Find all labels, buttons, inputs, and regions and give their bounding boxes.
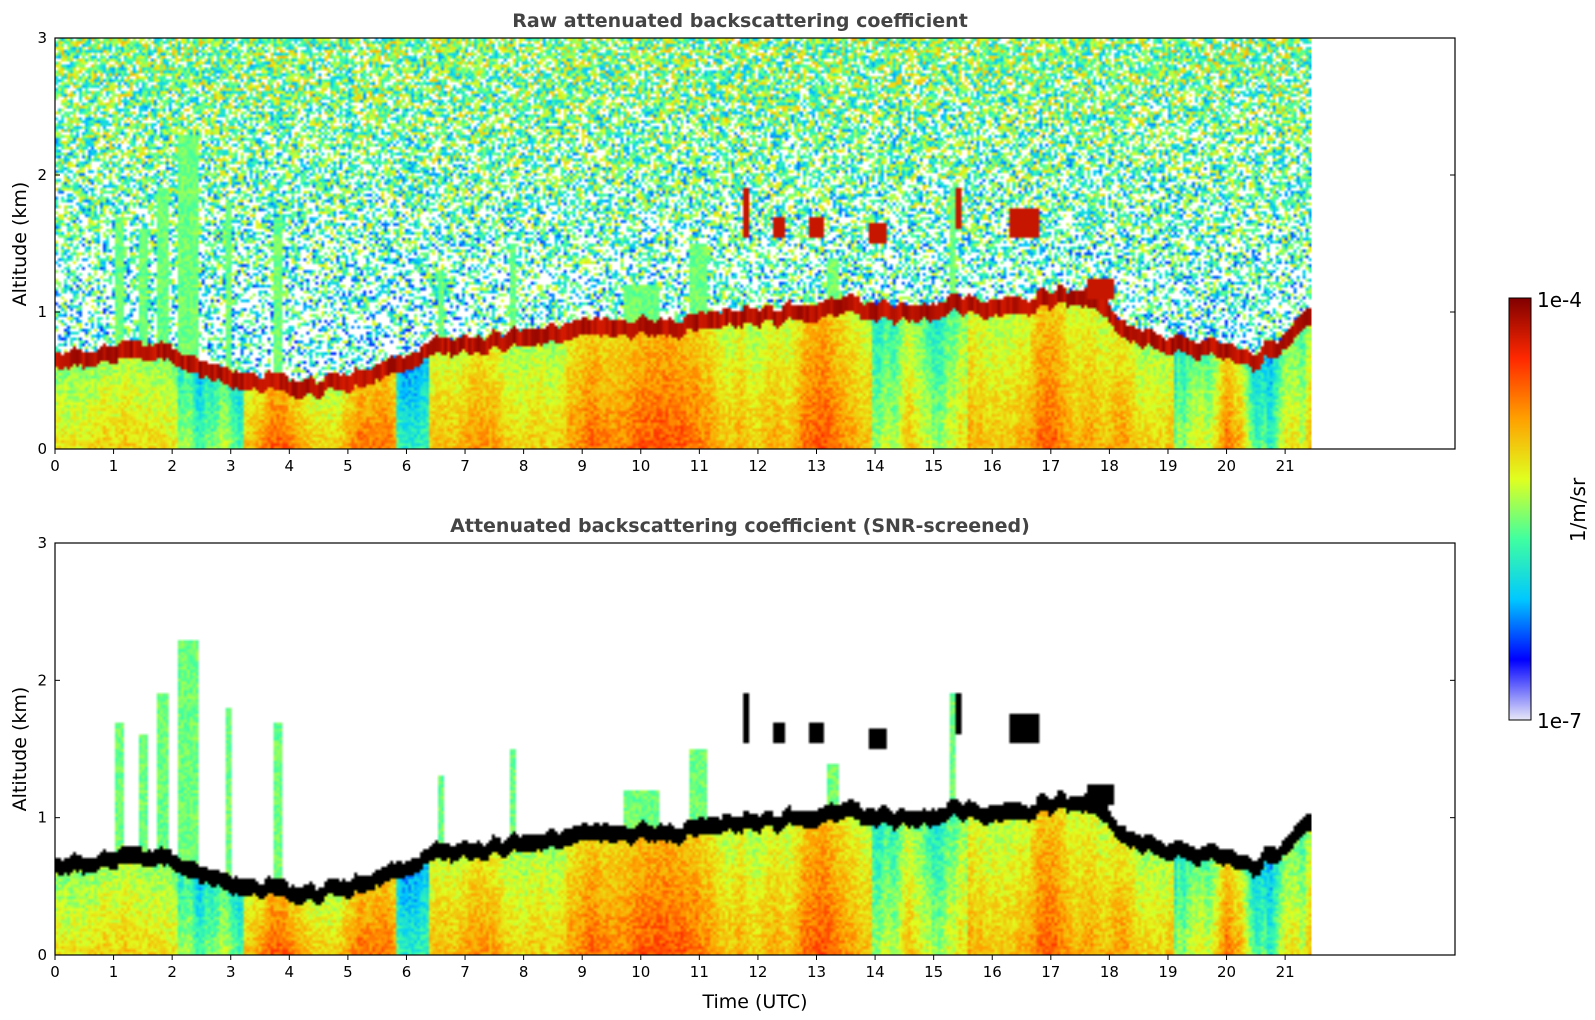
x-tick-label: 1 [109,963,119,981]
x-tick-label: 4 [285,457,295,475]
x-tick-label: 11 [690,457,709,475]
colorbar-min-label: 1e-7 [1537,709,1582,733]
plot-frame [54,37,1456,450]
colorbar: 1e-4 1e-7 1/m/sr [1508,288,1590,733]
x-tick-label: 17 [1041,457,1060,475]
x-tick-label: 11 [690,963,709,981]
x-tick-label: 12 [748,963,767,981]
x-tick-label: 2 [167,963,177,981]
x-tick-label: 20 [1217,457,1236,475]
x-tick-label: 9 [577,963,587,981]
x-tick-label: 0 [50,457,60,475]
x-tick-label: 19 [1158,963,1177,981]
y-tick-label: 2 [37,166,47,184]
y-tick-label: 1 [37,303,47,321]
colorbar-unit-label: 1/m/sr [1566,477,1590,542]
x-tick-label: 2 [167,457,177,475]
colorbar-max-label: 1e-4 [1537,288,1582,312]
panel-screened: Attenuated backscattering coefficient (S… [9,515,1456,1013]
x-axis-label: Time (UTC) [701,991,807,1013]
x-tick-label: 10 [631,963,650,981]
x-tick-label: 16 [983,457,1002,475]
y-tick-label: 0 [37,946,47,964]
x-tick-label: 19 [1158,457,1177,475]
x-tick-label: 8 [519,457,529,475]
x-tick-label: 6 [402,457,412,475]
x-tick-label: 8 [519,963,529,981]
panel-title: Raw attenuated backscattering coefficien… [512,10,968,32]
x-tick-label: 16 [983,963,1002,981]
x-tick-label: 13 [807,457,826,475]
x-tick-label: 15 [924,963,943,981]
y-tick-label: 3 [37,29,47,47]
x-tick-label: 0 [50,963,60,981]
x-tick-label: 14 [866,963,885,981]
y-tick-label: 0 [37,440,47,458]
x-tick-label: 5 [343,963,353,981]
x-tick-label: 20 [1217,963,1236,981]
y-tick-label: 2 [37,671,47,689]
x-tick-label: 17 [1041,963,1060,981]
x-tick-label: 4 [285,963,295,981]
x-tick-label: 3 [226,457,236,475]
x-tick-label: 5 [343,457,353,475]
x-tick-label: 18 [1100,457,1119,475]
x-tick-label: 15 [924,457,943,475]
x-tick-label: 18 [1100,963,1119,981]
x-tick-label: 7 [460,963,470,981]
y-tick-label: 1 [37,809,47,827]
x-tick-label: 10 [631,457,650,475]
x-tick-label: 7 [460,457,470,475]
y-axis-label: Altitude (km) [9,182,31,307]
x-tick-label: 12 [748,457,767,475]
x-tick-label: 1 [109,457,119,475]
x-tick-label: 13 [807,963,826,981]
heatmap-image [55,543,1312,955]
panel-title: Attenuated backscattering coefficient (S… [450,515,1030,537]
x-tick-label: 3 [226,963,236,981]
plot-frame [54,542,1456,956]
x-tick-label: 21 [1276,963,1295,981]
heatmap-image [55,38,1312,449]
y-tick-label: 3 [37,534,47,552]
x-tick-label: 6 [402,963,412,981]
y-axis-label: Altitude (km) [9,687,31,812]
panel-raw: Raw attenuated backscattering coefficien… [9,10,1456,475]
colorbar-gradient [1508,297,1532,721]
x-tick-label: 14 [866,457,885,475]
x-tick-label: 9 [577,457,587,475]
x-tick-label: 21 [1276,457,1295,475]
